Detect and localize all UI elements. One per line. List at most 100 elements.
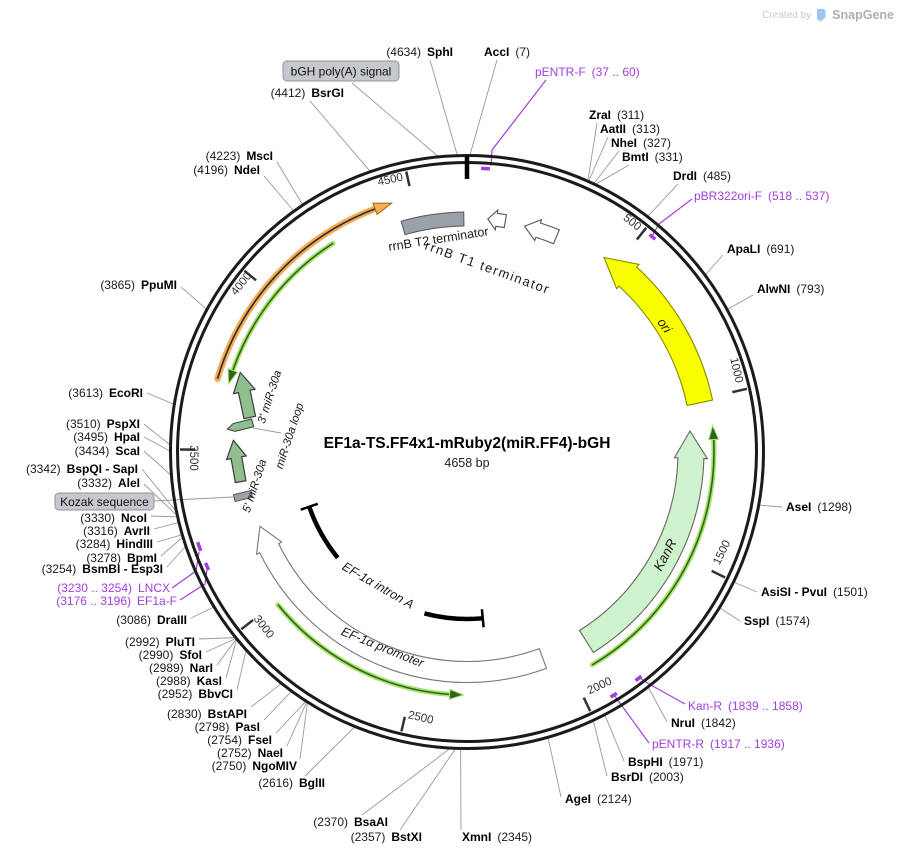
feature-shapes bbox=[214, 202, 720, 701]
mir5-arrow[interactable] bbox=[224, 439, 251, 484]
site-label-NgoMIV[interactable]: (2750) NgoMIV bbox=[212, 759, 297, 773]
site-label-NruI[interactable]: NruI (1842) bbox=[671, 716, 736, 730]
tick-4500 bbox=[405, 171, 411, 187]
site-label-NcoI[interactable]: (3330) NcoI bbox=[80, 511, 147, 525]
ef1a-intron-label[interactable]: EF-1α intron A bbox=[340, 559, 417, 611]
site-label-BsmBI-Esp3I[interactable]: (3254) BsmBI - Esp3I bbox=[42, 562, 163, 576]
primer-label-pENTR-F[interactable]: pENTR-F (37 .. 60) bbox=[535, 65, 640, 79]
site-label-AsiSI-PvuI[interactable]: AsiSI - PvuI (1501) bbox=[761, 585, 868, 599]
primer-label-EF1a-F[interactable]: (3176 .. 3196) EF1a-F bbox=[56, 594, 177, 608]
site-label-XmnI[interactable]: XmnI (2345) bbox=[462, 830, 532, 844]
primer-leader-Kan-R bbox=[639, 677, 686, 705]
primer-label-LNCX[interactable]: (3230 .. 3254) LNCX bbox=[57, 581, 170, 595]
site-label-PpuMI[interactable]: (3865) PpuMI bbox=[100, 278, 177, 292]
site-label-MscI[interactable]: (4223) MscI bbox=[206, 149, 273, 163]
site-label-BsrGI[interactable]: (4412) BsrGI bbox=[271, 86, 344, 100]
site-label-ZraI[interactable]: ZraI (311) bbox=[589, 108, 644, 122]
bgh-polya-badge[interactable]: bGH poly(A) signal bbox=[282, 60, 400, 82]
site-label-NheI[interactable]: NheI (327) bbox=[611, 136, 671, 150]
ef1a-intron-arc-1[interactable] bbox=[307, 506, 340, 560]
ori-arrow[interactable] bbox=[603, 256, 714, 407]
snapgene-watermark: Created by SnapGene bbox=[762, 8, 894, 22]
site-label-NdeI[interactable]: (4196) NdeI bbox=[193, 163, 260, 177]
tick-3000 bbox=[240, 619, 254, 631]
mir-loop-label[interactable]: miR-30a loop bbox=[274, 401, 307, 470]
backbone-inner-ring[interactable] bbox=[176, 161, 758, 743]
site-label-PluTI[interactable]: (2992) PluTI bbox=[125, 635, 195, 649]
tick-label-1500: 1500 bbox=[711, 539, 733, 567]
rrnb-t1-arrow[interactable] bbox=[523, 218, 561, 245]
leader-BmtI bbox=[594, 164, 630, 185]
site-label-BspHI[interactable]: BspHI (1971) bbox=[628, 755, 703, 769]
site-label-BbvCI[interactable]: (2952) BbvCI bbox=[158, 687, 233, 701]
mir-loop-arrow[interactable] bbox=[226, 418, 255, 433]
leader-BstAPI bbox=[250, 682, 282, 708]
scale-ticks bbox=[180, 156, 748, 732]
site-label-PspXI[interactable]: (3510) PspXI bbox=[66, 417, 140, 431]
leader-NaeI bbox=[286, 701, 308, 747]
site-label-SphI[interactable]: (4634) SphI bbox=[386, 45, 453, 59]
site-label-AlwNI[interactable]: AlwNI (793) bbox=[757, 282, 824, 296]
leader-NheI bbox=[593, 150, 620, 185]
rrnb-t1-small-arrow[interactable] bbox=[487, 208, 508, 232]
site-label-ApaLI[interactable]: ApaLI (691) bbox=[727, 242, 794, 256]
tick-label-3000: 3000 bbox=[251, 613, 276, 641]
site-label-BmtI[interactable]: BmtI (331) bbox=[622, 150, 683, 164]
site-label-NaeI[interactable]: (2752) NaeI bbox=[217, 746, 283, 760]
ef1a-intron-arc-2[interactable] bbox=[423, 611, 483, 622]
kanr-arrow[interactable] bbox=[578, 429, 709, 654]
leader-BspQI-SapI bbox=[141, 468, 178, 513]
site-label-HpaI[interactable]: (3495) HpaI bbox=[73, 430, 140, 444]
site-label-DraIII[interactable]: (3086) DraIII bbox=[116, 613, 187, 627]
rrnb-t1-terminator-label[interactable]: rrnB T1 terminator bbox=[423, 238, 552, 297]
tick-label-2000: 2000 bbox=[586, 675, 614, 697]
site-label-BglII[interactable]: (2616) BglII bbox=[258, 776, 325, 790]
site-label-PasI[interactable]: (2798) PasI bbox=[195, 720, 260, 734]
mir3-label[interactable]: 3' miR-30a bbox=[256, 369, 284, 425]
site-label-BstAPI[interactable]: (2830) BstAPI bbox=[167, 707, 247, 721]
site-label-BspQI-SapI[interactable]: (3342) BspQI - SapI bbox=[26, 462, 138, 476]
primer-label-pENTR-R[interactable]: pENTR-R (1917 .. 1936) bbox=[652, 737, 785, 751]
primer-tick-5 bbox=[196, 541, 203, 552]
kozak-badge[interactable]: Kozak sequence bbox=[54, 492, 155, 511]
mir3-arrow[interactable] bbox=[229, 370, 260, 420]
site-label-AvrII[interactable]: (3316) AvrII bbox=[83, 524, 150, 538]
site-label-AseI[interactable]: AseI (1298) bbox=[786, 500, 852, 514]
leader-ScaI bbox=[143, 450, 172, 477]
site-label-BpmI[interactable]: (3278) BpmI bbox=[86, 551, 157, 565]
primer-label-Kan-R[interactable]: Kan-R (1839 .. 1858) bbox=[688, 699, 803, 713]
mir5-label[interactable]: 5' miR-30a bbox=[241, 458, 269, 514]
plasmid-title: EF1a-TS.FF4x1-mRuby2(miR.FF4)-bGH bbox=[324, 435, 611, 452]
leader-NarI bbox=[216, 638, 237, 666]
site-label-BsaAI[interactable]: (2370) BsaAI bbox=[313, 815, 388, 829]
site-label-EcoRI[interactable]: (3613) EcoRI bbox=[68, 386, 143, 400]
site-label-KasI[interactable]: (2988) KasI bbox=[156, 674, 222, 688]
ef1a-intron-cap-1 bbox=[300, 502, 319, 511]
site-label-DrdI[interactable]: DrdI (485) bbox=[673, 169, 731, 183]
ef1a-promoter-arrow[interactable] bbox=[255, 525, 548, 683]
site-label-SspI[interactable]: SspI (1574) bbox=[744, 614, 810, 628]
primer-leader-pENTR-F bbox=[490, 79, 547, 167]
site-label-BstXI[interactable]: (2357) BstXI bbox=[351, 830, 422, 844]
site-label-FseI[interactable]: (2754) FseI bbox=[207, 733, 272, 747]
site-label-AatII[interactable]: AatII (313) bbox=[600, 122, 660, 136]
site-label-AgeI[interactable]: AgeI (2124) bbox=[565, 792, 632, 806]
site-label-AleI[interactable]: (3332) AleI bbox=[77, 476, 140, 490]
backbone-outer-ring[interactable] bbox=[169, 154, 765, 750]
snapgene-logo-icon bbox=[817, 9, 826, 22]
site-label-SfoI[interactable]: (2990) SfoI bbox=[139, 648, 202, 662]
rrnb-t2-box[interactable] bbox=[400, 211, 465, 236]
kozak-box[interactable] bbox=[232, 489, 254, 503]
leader-HpaI bbox=[143, 436, 171, 452]
primer-label-pBR322ori-F[interactable]: pBR322ori-F (518 .. 537) bbox=[694, 189, 829, 203]
leader-lines bbox=[141, 59, 783, 831]
site-label-ScaI[interactable]: (3434) ScaI bbox=[75, 444, 140, 458]
kozak-badge-label: Kozak sequence bbox=[60, 495, 149, 509]
leader-BstXI bbox=[399, 748, 457, 831]
site-label-NarI[interactable]: (2989) NarI bbox=[149, 661, 213, 675]
primer-leader-pBR322ori-F bbox=[651, 198, 693, 237]
site-label-HindIII[interactable]: (3284) HindIII bbox=[76, 537, 153, 551]
site-label-BsrDI[interactable]: BsrDI (2003) bbox=[611, 770, 684, 784]
tick-label-3500: 3500 bbox=[187, 445, 199, 471]
site-label-AccI[interactable]: AccI (7) bbox=[484, 45, 530, 59]
